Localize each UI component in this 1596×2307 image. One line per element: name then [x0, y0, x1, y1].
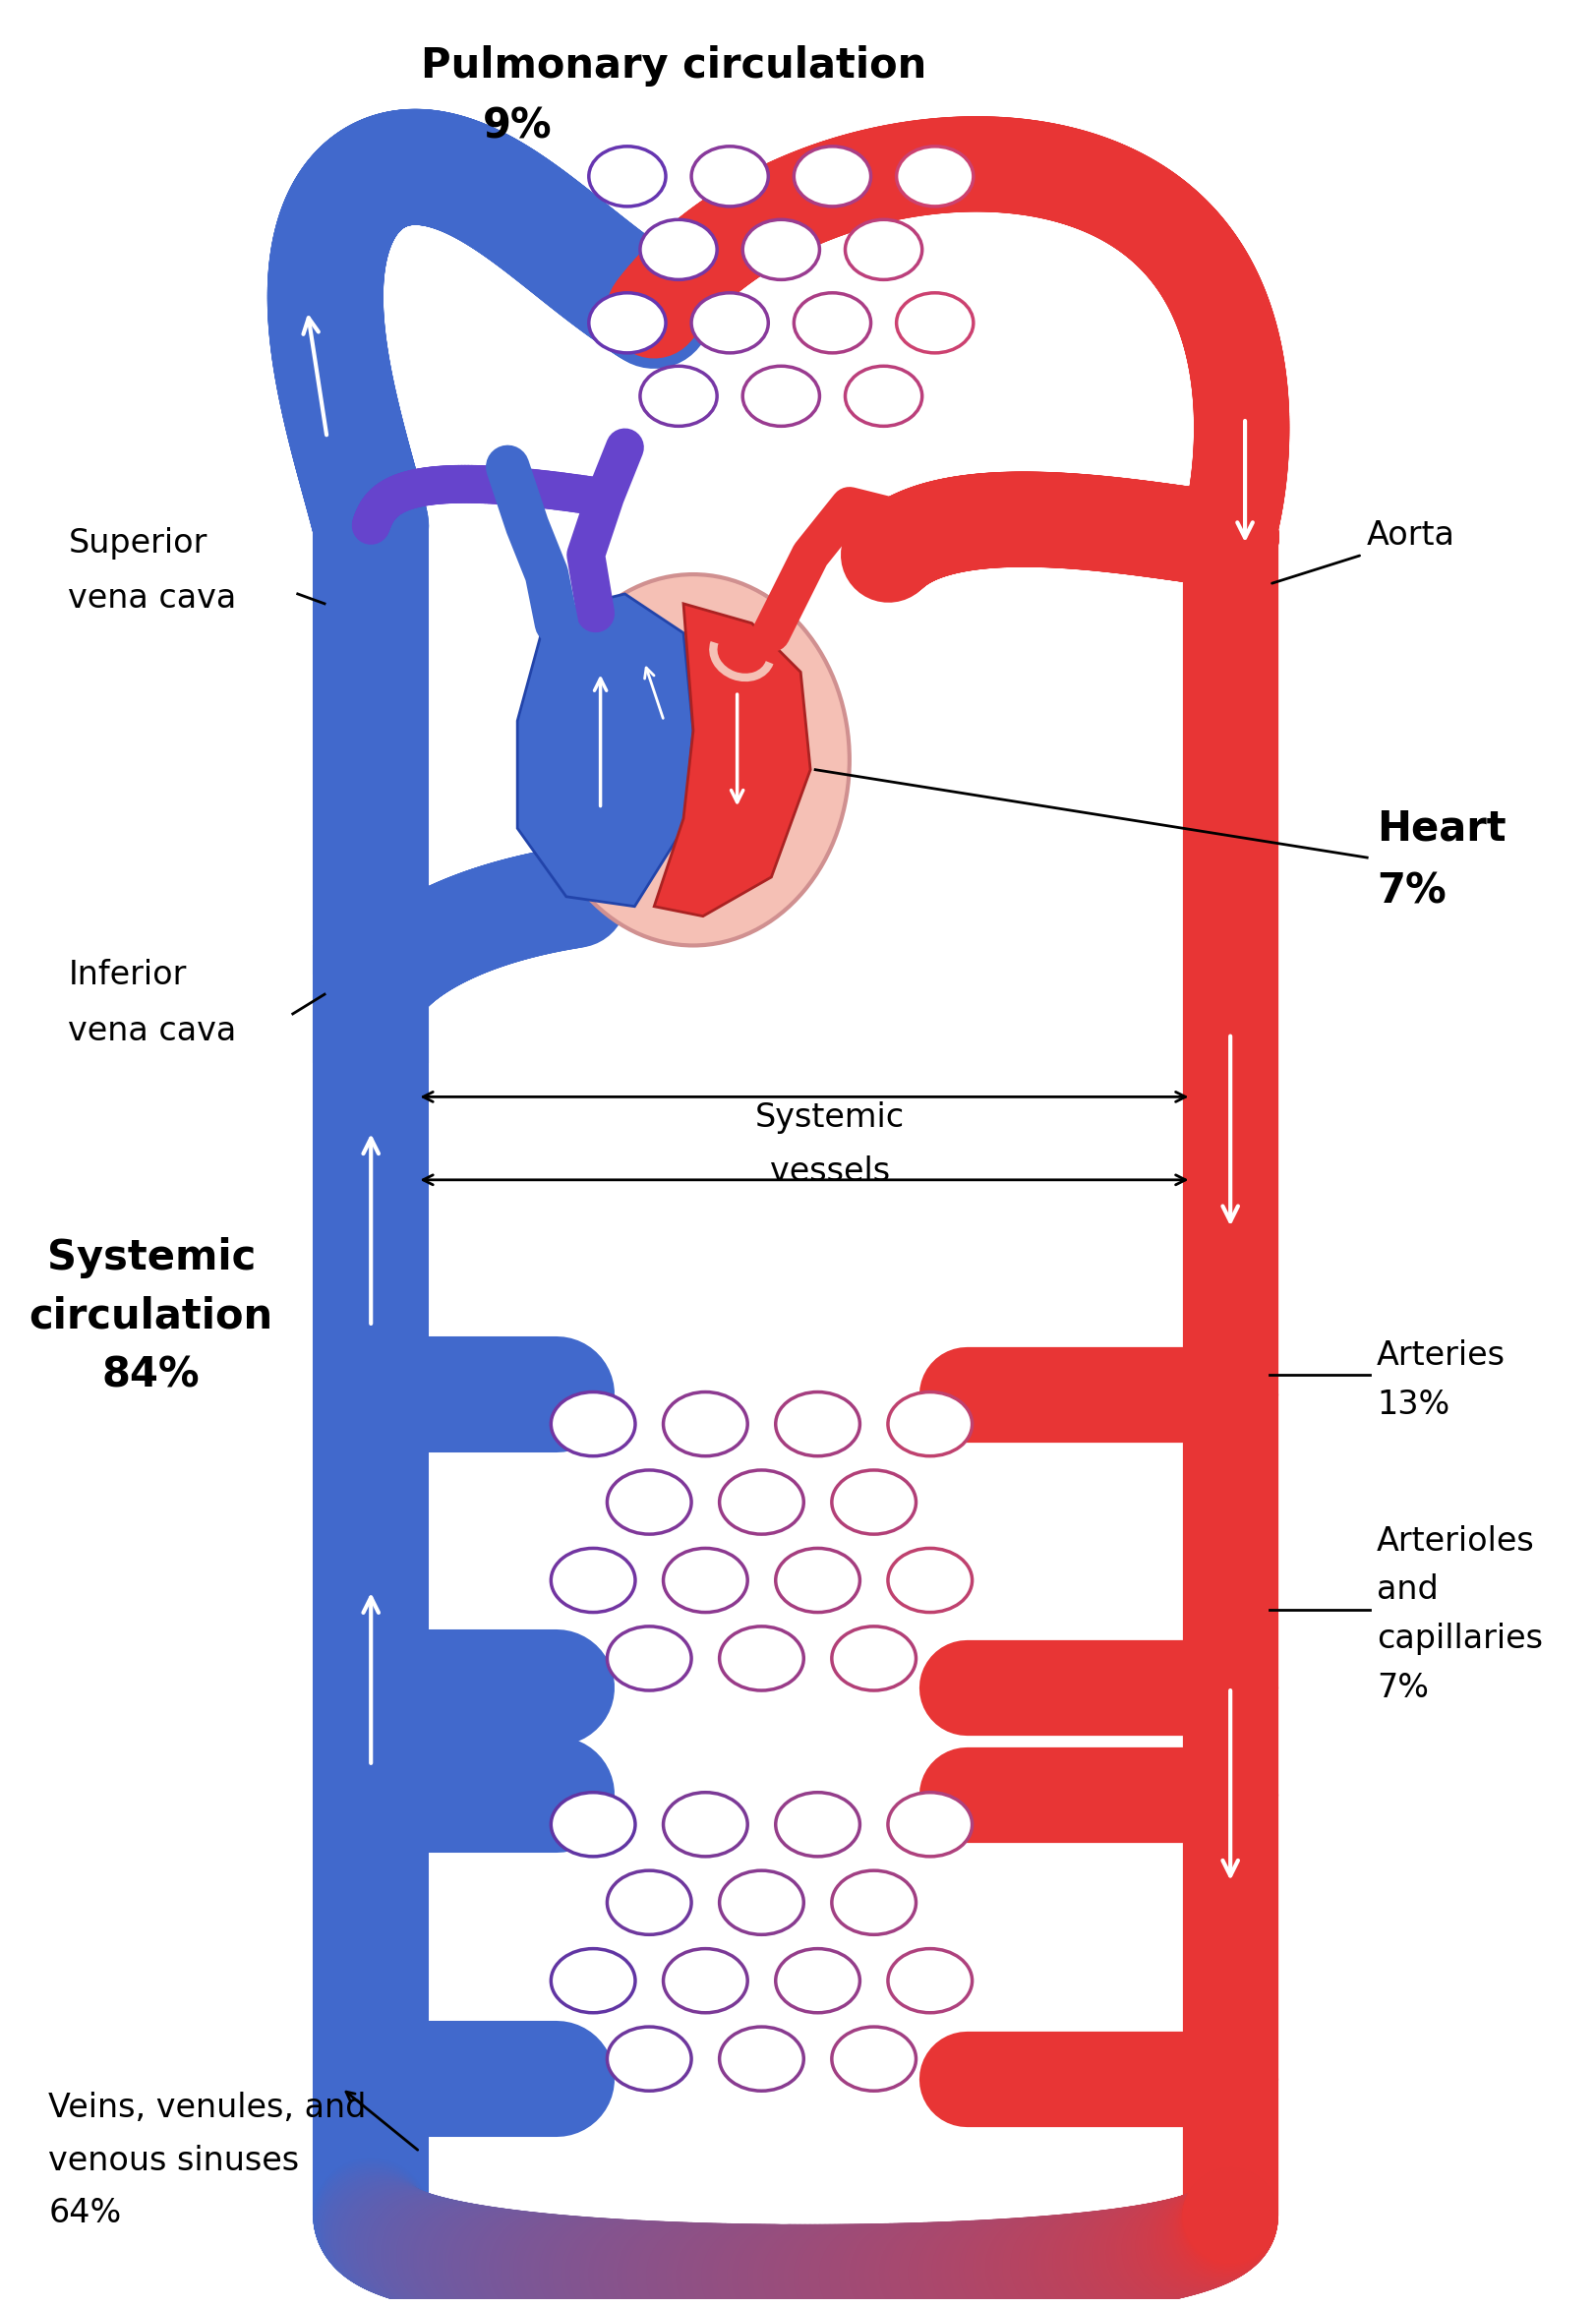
Text: Arteries: Arteries	[1377, 1340, 1505, 1373]
Ellipse shape	[897, 145, 974, 205]
Ellipse shape	[776, 1391, 860, 1456]
Text: capillaries: capillaries	[1377, 1622, 1543, 1654]
Polygon shape	[517, 593, 693, 907]
Text: vena cava: vena cava	[69, 584, 236, 616]
Text: 64%: 64%	[48, 2196, 121, 2229]
Ellipse shape	[776, 1548, 860, 1613]
Ellipse shape	[640, 219, 717, 279]
Text: Aorta: Aorta	[1368, 519, 1456, 551]
Ellipse shape	[887, 1949, 972, 2012]
Ellipse shape	[742, 219, 820, 279]
Ellipse shape	[551, 1548, 635, 1613]
Text: Systemic: Systemic	[755, 1103, 905, 1135]
Ellipse shape	[776, 1949, 860, 2012]
Text: vena cava: vena cava	[69, 1015, 236, 1047]
Ellipse shape	[720, 1470, 804, 1534]
Text: Superior: Superior	[69, 526, 207, 558]
Ellipse shape	[720, 1871, 804, 1936]
Ellipse shape	[536, 574, 849, 946]
Ellipse shape	[776, 1793, 860, 1857]
Text: 9%: 9%	[482, 106, 552, 148]
Text: Veins, venules, and: Veins, venules, and	[48, 2092, 367, 2125]
Text: vessels: vessels	[769, 1156, 891, 1188]
Ellipse shape	[606, 1626, 691, 1691]
Ellipse shape	[846, 219, 922, 279]
Text: Inferior: Inferior	[69, 957, 187, 992]
Text: 84%: 84%	[102, 1354, 200, 1396]
Ellipse shape	[551, 1391, 635, 1456]
Ellipse shape	[691, 145, 768, 205]
Ellipse shape	[832, 1470, 916, 1534]
Ellipse shape	[720, 2028, 804, 2090]
Text: 7%: 7%	[1377, 1673, 1428, 1705]
Text: venous sinuses: venous sinuses	[48, 2146, 300, 2178]
Ellipse shape	[551, 1949, 635, 2012]
Ellipse shape	[887, 1793, 972, 1857]
Text: Heart: Heart	[1377, 807, 1507, 849]
Ellipse shape	[793, 145, 871, 205]
Text: Systemic: Systemic	[46, 1237, 255, 1278]
Ellipse shape	[742, 367, 820, 427]
Ellipse shape	[664, 1548, 747, 1613]
Ellipse shape	[606, 1470, 691, 1534]
Ellipse shape	[551, 1793, 635, 1857]
Text: Arterioles: Arterioles	[1377, 1525, 1535, 1557]
Ellipse shape	[664, 1793, 747, 1857]
Ellipse shape	[606, 2028, 691, 2090]
Text: Pulmonary circulation: Pulmonary circulation	[421, 46, 927, 85]
Ellipse shape	[664, 1391, 747, 1456]
Ellipse shape	[846, 367, 922, 427]
Ellipse shape	[887, 1548, 972, 1613]
Ellipse shape	[640, 367, 717, 427]
Text: 7%: 7%	[1377, 872, 1446, 911]
Ellipse shape	[832, 1871, 916, 1936]
Polygon shape	[654, 604, 811, 916]
Ellipse shape	[589, 145, 666, 205]
Ellipse shape	[720, 1626, 804, 1691]
Ellipse shape	[664, 1949, 747, 2012]
Text: and: and	[1377, 1573, 1438, 1606]
Ellipse shape	[897, 293, 974, 353]
Ellipse shape	[832, 2028, 916, 2090]
Ellipse shape	[793, 293, 871, 353]
Text: circulation: circulation	[29, 1297, 273, 1338]
Ellipse shape	[832, 1626, 916, 1691]
Ellipse shape	[691, 293, 768, 353]
Ellipse shape	[606, 1871, 691, 1936]
Text: 13%: 13%	[1377, 1389, 1449, 1421]
Ellipse shape	[589, 293, 666, 353]
Ellipse shape	[887, 1391, 972, 1456]
